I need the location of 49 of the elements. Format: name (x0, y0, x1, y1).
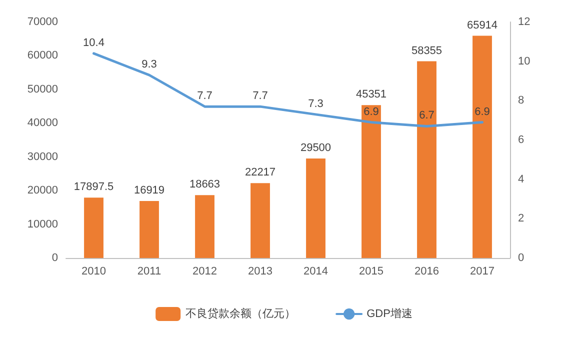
x-tick-label: 2010 (82, 266, 106, 278)
bar (140, 200, 159, 258)
data-label: 7.7 (252, 90, 268, 102)
data-label: 58355 (411, 44, 442, 57)
data-label: 65914 (466, 19, 498, 32)
bar (306, 158, 326, 258)
x-tick-label: 2012 (192, 266, 217, 278)
bar (472, 36, 492, 258)
y2-tick-label: 8 (518, 94, 524, 107)
x-tick-label: 2014 (304, 266, 328, 278)
y-tick-label: 10000 (27, 218, 58, 230)
x-tick-label: 2015 (359, 266, 384, 278)
x-tick-label: 2011 (137, 266, 162, 278)
y2-tick-label: 10 (518, 55, 530, 68)
y-tick-label: 20000 (27, 184, 58, 197)
data-label: 7.3 (308, 98, 324, 110)
bar (195, 195, 214, 258)
data-label: 6.7 (419, 110, 434, 122)
y-tick-label: 60000 (27, 50, 58, 62)
data-label: 10.4 (83, 36, 104, 49)
y-tick-label: 0 (52, 252, 58, 264)
y2-tick-label: 6 (518, 134, 524, 146)
data-label: 7.7 (197, 90, 212, 102)
data-label: 9.3 (142, 58, 157, 71)
data-label: 16919 (134, 184, 165, 196)
data-label: 45351 (356, 88, 387, 101)
y2-tick-label: 0 (518, 252, 524, 264)
data-label: 17897.5 (74, 181, 114, 194)
data-label: 18663 (189, 178, 220, 191)
x-tick-label: 2013 (248, 266, 272, 278)
bar (250, 183, 270, 258)
y2-tick-label: 4 (518, 173, 524, 186)
y-tick-label: 30000 (27, 150, 58, 163)
y-tick-label: 70000 (27, 16, 58, 28)
y-tick-label: 50000 (27, 83, 58, 96)
y2-tick-label: 12 (518, 16, 530, 28)
bar (362, 105, 381, 258)
legend-label: GDP增速 (366, 307, 412, 320)
x-tick-label: 2017 (470, 266, 494, 278)
bar (417, 61, 436, 258)
y-tick-label: 40000 (27, 117, 58, 130)
data-label: 6.9 (474, 106, 490, 118)
data-label: 22217 (244, 166, 276, 179)
data-label: 6.9 (364, 106, 379, 118)
x-tick-label: 2016 (414, 266, 439, 278)
legend-label: 不良贷款余额（亿元） (186, 307, 296, 320)
y2-tick-label: 2 (518, 212, 524, 225)
bar (84, 198, 104, 258)
data-label: 29500 (300, 142, 332, 154)
